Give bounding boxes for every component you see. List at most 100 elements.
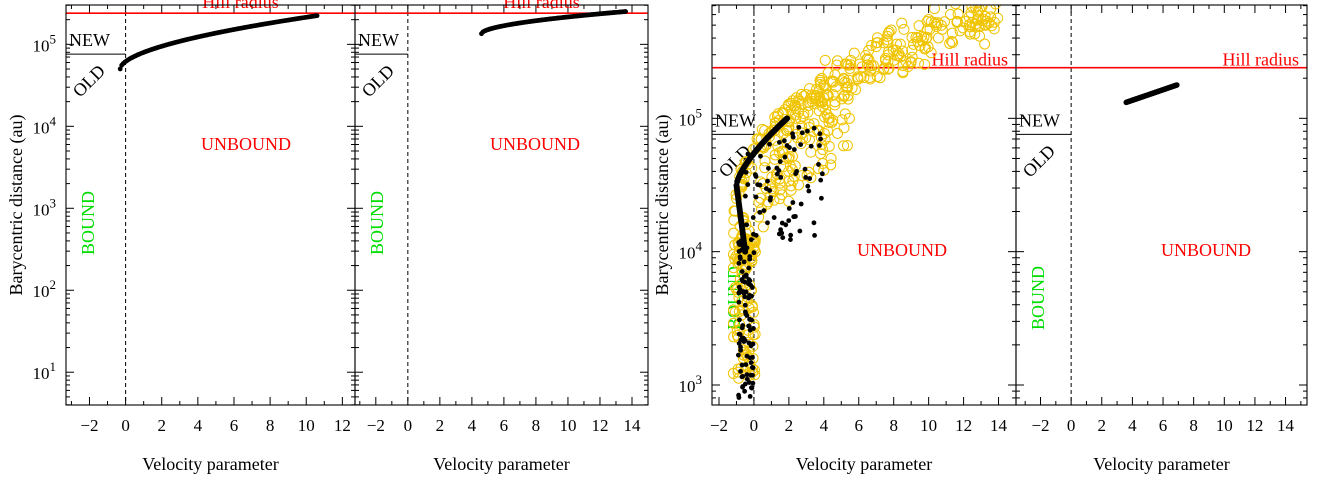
data-point <box>971 14 983 26</box>
x-tick-label: 4 <box>468 416 477 435</box>
y-tick-exponent: 3 <box>50 195 57 210</box>
data-point <box>985 11 997 23</box>
data-point <box>866 39 878 51</box>
x-tick-label: 14 <box>1277 416 1295 435</box>
data-point <box>896 17 908 29</box>
data-points <box>1123 82 1180 106</box>
data-point <box>863 54 875 66</box>
data-point <box>798 142 804 148</box>
old-label: OLD <box>358 61 398 101</box>
data-point <box>839 108 851 120</box>
data-point <box>735 352 741 358</box>
x-tick-label: −2 <box>1031 416 1049 435</box>
data-point <box>951 15 963 27</box>
data-point <box>793 214 798 219</box>
bound-label: BOUND <box>367 191 387 255</box>
panel-4: −2 0 2 4 6 8 10 12 14 Hill radius NEW OLD BOUND UNBOU… <box>1015 4 1308 474</box>
data-point <box>745 182 751 187</box>
x-tick-label: 14 <box>623 416 641 435</box>
data-point <box>946 27 958 39</box>
x-tick-label: 0 <box>1067 416 1076 435</box>
data-point <box>811 125 817 131</box>
data-point <box>742 381 748 387</box>
y-tick-label: 105 <box>33 31 57 55</box>
data-point <box>739 374 745 380</box>
data-point <box>785 180 797 192</box>
x-tick-label: −2 <box>710 416 728 435</box>
data-point <box>797 228 803 234</box>
data-point <box>806 188 812 194</box>
x-tick-label: 4 <box>1128 416 1137 435</box>
x-tick-label: 4 <box>194 416 203 435</box>
data-point <box>746 265 752 271</box>
x-tick-label: 10 <box>1216 416 1233 435</box>
data-point <box>871 37 883 49</box>
data-point <box>925 47 937 59</box>
x-tick-label: 12 <box>591 416 608 435</box>
data-point <box>750 215 756 220</box>
data-point <box>919 43 931 55</box>
x-tick-label: 8 <box>889 416 898 435</box>
data-point <box>867 59 879 71</box>
data-point <box>950 5 961 10</box>
x-tick-label: 12 <box>334 416 351 435</box>
x-tick-label: 6 <box>1159 416 1168 435</box>
data-point <box>827 89 839 101</box>
y-tick-base: 10 <box>679 244 696 263</box>
data-point <box>737 256 743 261</box>
data-point <box>807 176 813 181</box>
data-point <box>906 44 918 56</box>
data-point <box>757 209 763 215</box>
data-point <box>736 303 748 315</box>
data-point <box>848 47 860 59</box>
data-point <box>767 188 773 193</box>
data-point <box>748 360 754 365</box>
data-points <box>479 9 628 37</box>
data-point <box>836 114 848 126</box>
data-point <box>750 380 756 386</box>
data-point <box>771 215 777 220</box>
data-point <box>749 385 755 391</box>
plot-frame <box>1015 4 1308 406</box>
data-point <box>734 273 746 285</box>
data-point <box>793 171 799 177</box>
data-point <box>842 59 854 71</box>
data-point <box>808 143 814 149</box>
data-point <box>972 13 984 25</box>
x-tick-label: 6 <box>500 416 509 435</box>
new-label: NEW <box>1019 110 1060 130</box>
data-point <box>797 110 809 122</box>
y-tick-base: 10 <box>679 110 696 129</box>
data-point <box>787 175 799 187</box>
x-tick-label: 10 <box>298 416 315 435</box>
data-point <box>985 5 997 15</box>
x-tick-label: 2 <box>157 416 166 435</box>
data-point <box>822 67 834 79</box>
y-tick-base: 10 <box>33 282 50 301</box>
plot-frame <box>65 4 356 406</box>
data-point <box>825 159 837 171</box>
data-point <box>737 317 742 323</box>
data-point <box>777 159 783 164</box>
data-point <box>788 232 794 238</box>
data-point <box>843 112 855 124</box>
data-point <box>841 58 853 70</box>
data-point <box>838 89 850 101</box>
data-point <box>751 231 756 237</box>
data-point <box>784 143 790 148</box>
new-label: NEW <box>69 30 110 50</box>
data-point <box>952 8 964 20</box>
data-point <box>900 56 912 68</box>
data-point <box>917 35 929 47</box>
data-point <box>919 58 931 70</box>
data-point <box>747 254 753 259</box>
data-point <box>795 138 807 150</box>
data-point <box>743 362 749 368</box>
data-point <box>783 121 795 133</box>
data-point <box>795 98 807 110</box>
data-point <box>832 127 844 139</box>
data-point <box>805 183 811 189</box>
data-point <box>756 203 768 215</box>
